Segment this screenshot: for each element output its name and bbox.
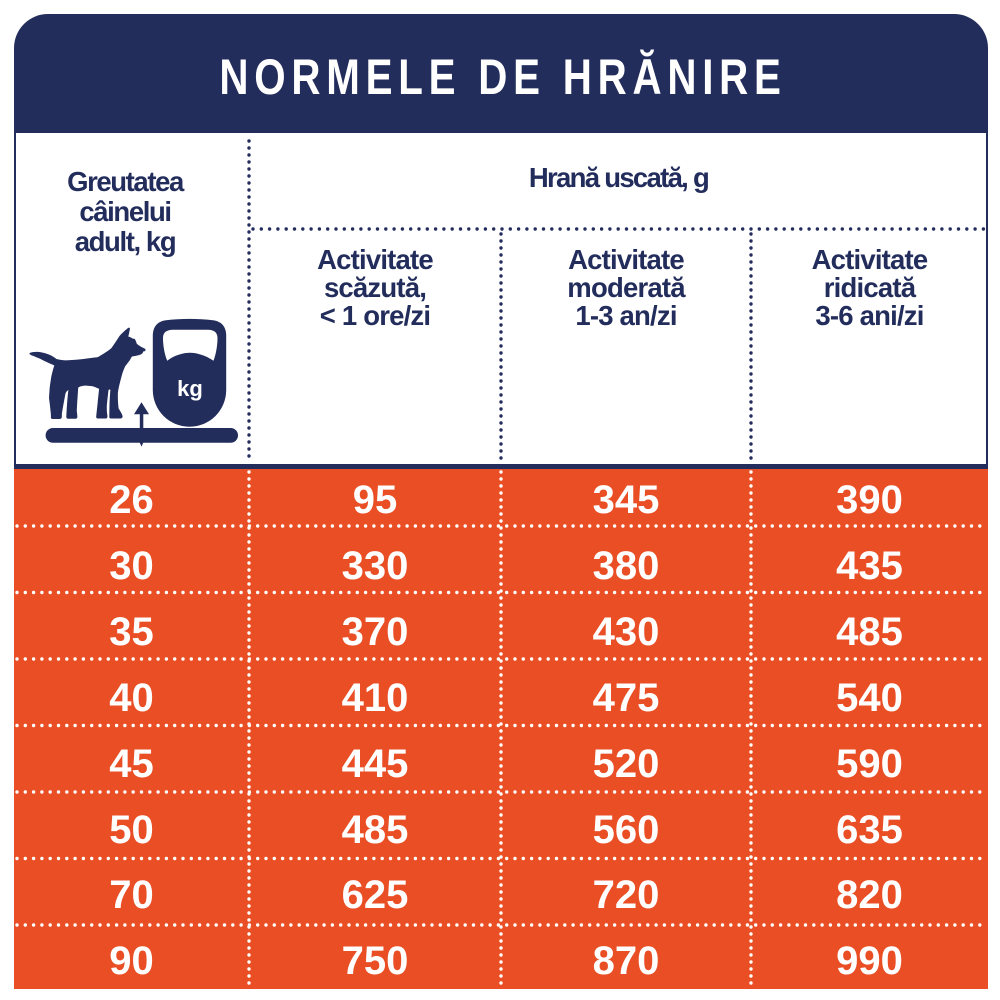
svg-text:kg: kg (177, 376, 203, 401)
